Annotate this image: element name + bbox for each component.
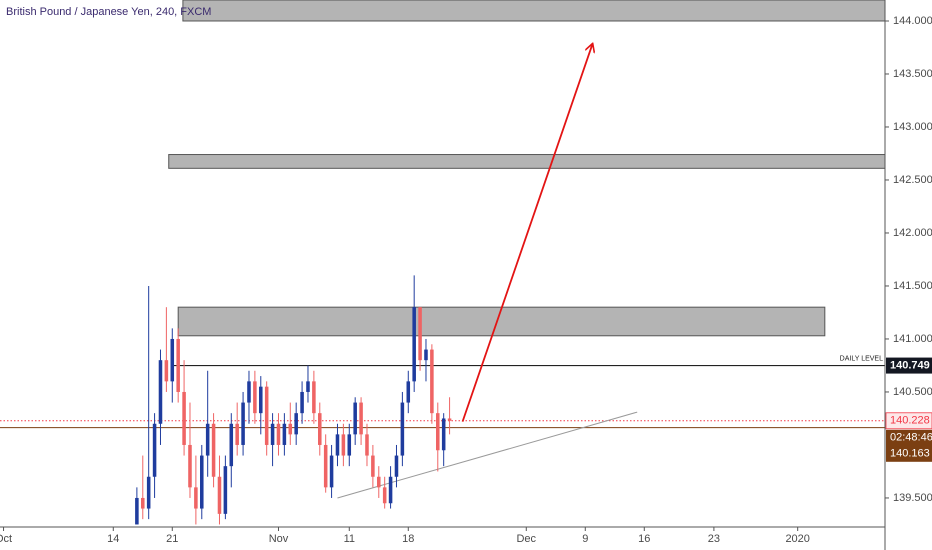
candle-body [329,455,334,488]
daily-level-label: DAILY LEVEL [840,355,883,362]
bid-price-label: 140.163 [890,448,930,460]
y-tick-label: 142.500 [893,174,932,186]
x-tick-label: 21 [166,533,178,545]
candle-body [353,402,357,435]
candle-body [141,497,145,509]
candle-body [323,444,328,488]
y-tick-label: 144.000 [893,15,932,27]
y-tick-label: 143.000 [893,121,932,133]
candle-body [288,423,293,435]
candle-body [388,476,393,504]
candle-body [270,423,275,445]
x-tick-label: 16 [638,533,650,545]
candle-body [146,476,151,509]
candle-body [424,349,428,361]
candle-body [341,434,346,456]
x-tick-label: Oct [0,533,12,545]
candle-body [229,423,234,467]
candle-body [365,434,369,456]
candle-body [430,349,434,414]
candle-body [205,423,210,456]
candle-body [371,455,375,477]
candle-body [382,487,387,504]
candle-body [247,381,251,403]
daily-level-price: 140.749 [890,359,930,371]
supply-zone [168,154,885,169]
x-tick-label: 2020 [785,533,809,545]
trendline [337,411,638,499]
candle-body [318,413,322,445]
candle-body [447,418,452,421]
y-tick-label: 141.500 [893,280,932,292]
x-tick-label: Nov [269,533,289,545]
candle-body [235,423,239,445]
candle-body [406,381,411,403]
candle-body [152,423,157,477]
y-tick-label: 141.000 [893,333,932,345]
candle-body [282,423,287,445]
x-tick-label: 14 [107,533,119,545]
candle-body [436,413,440,451]
candle-body [241,402,245,445]
daily-level-price-box [886,357,932,374]
plot-area [0,0,885,525]
candle-body [359,402,363,435]
candle-body [312,381,316,414]
last-price-label: 140.228 [890,415,930,427]
x-tick-label: 11 [344,533,355,545]
bid-price-box [886,429,932,462]
candle-body [223,466,228,514]
candle-body [158,360,163,424]
candle-body [347,434,352,456]
candle-body [188,444,192,488]
candle-body [441,418,446,451]
x-tick-label: Dec [516,533,536,545]
candle-body [170,338,175,382]
candle-body [412,307,416,382]
candle-body [200,455,204,509]
candle-body [264,386,269,445]
x-tick-label: 18 [402,533,414,545]
y-tick-label: 139.500 [893,492,932,504]
candle-body [217,476,222,514]
candle-body [300,391,304,414]
supply-zone [182,0,885,22]
candle-body [211,423,216,477]
candle-body [394,455,399,477]
last-price-box [885,412,932,430]
candle-body [259,386,263,414]
y-tick-label: 143.500 [893,68,932,80]
candle-body [377,476,381,488]
x-tick-label: 9 [582,533,588,545]
candle-body [182,391,186,445]
candle-body [135,497,139,525]
candle-body [164,360,169,382]
candle-body [306,381,310,392]
candle-body [253,381,257,414]
countdown-label: 02:48:46 [890,432,932,444]
candle-body [276,423,281,445]
candle-body [400,402,405,456]
candle-body [335,434,340,456]
candle-body [176,338,180,392]
chart-title: British Pound / Japanese Yen, 240, FXCM [6,6,211,18]
candle-body [294,413,298,435]
y-tick-label: 140.500 [893,386,932,398]
supply-zone [177,306,826,337]
x-tick-label: 23 [708,533,720,545]
candle-body [418,307,422,361]
candle-body [194,487,198,509]
y-tick-label: 142.000 [893,227,932,239]
projection-arrow [461,44,593,422]
